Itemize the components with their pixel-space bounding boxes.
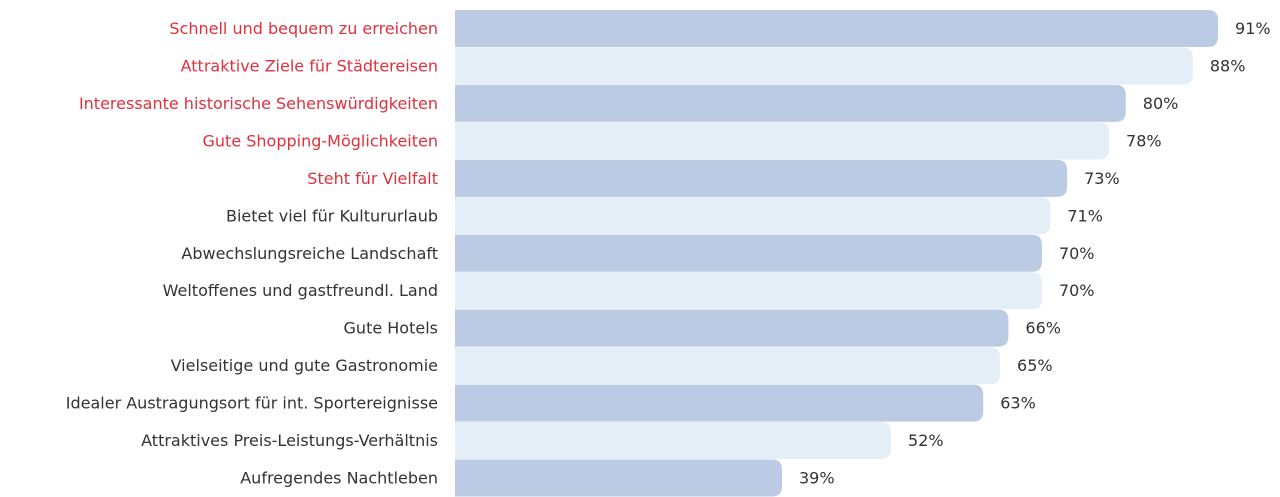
category-label: Gute Hotels <box>344 319 438 338</box>
value-label: 71% <box>1067 206 1103 225</box>
bar <box>455 234 1042 272</box>
category-label: Weltoffenes und gastfreundl. Land <box>163 281 438 300</box>
category-label: Gute Shopping-Möglichkeiten <box>203 131 438 150</box>
value-label: 70% <box>1059 281 1095 300</box>
value-label: 80% <box>1143 94 1179 113</box>
value-label: 91% <box>1235 19 1271 38</box>
bar <box>455 197 1051 235</box>
category-label: Vielseitige und gute Gastronomie <box>171 356 438 375</box>
bar <box>455 159 1068 197</box>
bar <box>455 459 783 497</box>
category-label: Interessante historische Sehenswürdigkei… <box>79 94 438 113</box>
bar <box>455 122 1110 160</box>
value-label: 88% <box>1210 56 1246 75</box>
value-label: 65% <box>1017 356 1053 375</box>
category-label: Attraktive Ziele für Städtereisen <box>181 56 438 75</box>
category-label: Abwechslungsreiche Landschaft <box>181 244 438 263</box>
value-label: 70% <box>1059 244 1095 263</box>
category-label: Schnell und bequem zu erreichen <box>169 19 438 38</box>
bar <box>455 422 892 460</box>
value-label: 63% <box>1000 394 1036 413</box>
bar <box>455 272 1042 310</box>
category-label: Aufregendes Nachtleben <box>240 469 438 488</box>
category-label: Attraktives Preis-Leistungs-Verhältnis <box>141 431 438 450</box>
value-label: 39% <box>799 469 835 488</box>
bar <box>455 10 1219 47</box>
value-label: 52% <box>908 431 944 450</box>
category-label: Idealer Austragungsort für int. Sportere… <box>66 394 438 413</box>
bar <box>455 84 1126 122</box>
value-label: 78% <box>1126 131 1162 150</box>
bar <box>455 347 1001 385</box>
value-label: 73% <box>1084 169 1120 188</box>
category-label: Bietet viel für Kultururlaub <box>226 206 438 225</box>
bar <box>455 384 984 422</box>
value-label: 66% <box>1025 319 1061 338</box>
bar <box>455 309 1009 347</box>
category-label: Steht für Vielfalt <box>307 169 438 188</box>
bar <box>455 47 1193 85</box>
